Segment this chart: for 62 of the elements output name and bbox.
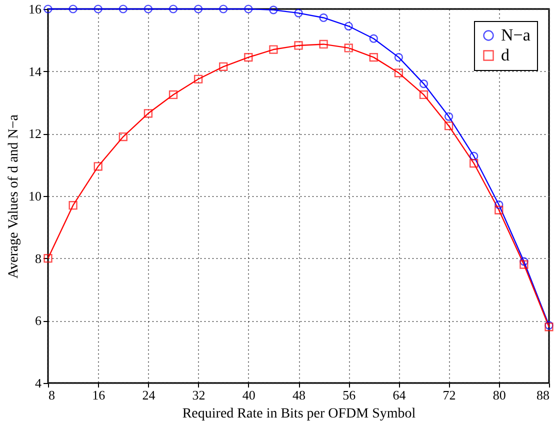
point — [444, 122, 454, 130]
point — [394, 53, 404, 62]
point — [68, 201, 78, 210]
x-tick-label: 16 — [92, 388, 106, 402]
point — [369, 34, 378, 43]
point — [219, 4, 228, 14]
x-tick-label: 8 — [48, 388, 55, 402]
point — [444, 112, 454, 121]
point — [294, 8, 303, 18]
point — [369, 53, 378, 62]
y-axis-title: Average Values of d and N−a — [6, 114, 22, 279]
point — [144, 109, 153, 118]
point — [168, 90, 178, 100]
y-tick-label: 4 — [35, 376, 42, 390]
point — [520, 257, 528, 266]
point — [520, 260, 528, 269]
x-tick-label: 72 — [442, 388, 456, 402]
point — [219, 62, 228, 71]
point — [94, 4, 102, 14]
point — [494, 206, 504, 214]
point — [344, 22, 353, 30]
y-tick-label: 6 — [35, 313, 42, 328]
x-axis-title: Required Rate in Bits per OFDM Symbol — [182, 406, 416, 422]
point — [319, 13, 328, 22]
point — [470, 158, 478, 168]
x-tick-label: 32 — [192, 388, 206, 402]
point — [44, 254, 52, 263]
point — [244, 4, 253, 14]
point — [68, 4, 78, 14]
point — [168, 4, 178, 14]
point — [269, 6, 278, 14]
x-tick-label: 48 — [292, 388, 306, 402]
y-tick-label: 16 — [28, 2, 42, 16]
point — [244, 53, 253, 62]
point — [394, 68, 404, 78]
y-tick-label: 8 — [35, 250, 42, 266]
x-tick-label: 40 — [242, 388, 256, 402]
point — [194, 4, 203, 14]
point — [319, 40, 328, 49]
x-tick-label: 80 — [492, 388, 506, 402]
y-tick-label: 12 — [28, 126, 42, 142]
point — [419, 90, 428, 100]
x-tick-label: 88 — [536, 388, 550, 402]
point — [419, 80, 428, 88]
point — [144, 4, 153, 14]
point — [118, 4, 128, 14]
legend-label: d — [501, 46, 510, 64]
point — [94, 162, 102, 171]
point — [44, 4, 52, 14]
point — [494, 200, 504, 210]
point — [470, 152, 478, 160]
point — [294, 41, 303, 50]
point — [194, 74, 203, 84]
x-tick-label: 56 — [342, 388, 356, 402]
legend-label: N−a — [501, 26, 531, 44]
point — [344, 44, 353, 52]
y-tick-label: 14 — [28, 64, 42, 79]
x-tick-label: 64 — [392, 388, 406, 402]
y-tick-label: 10 — [28, 188, 42, 204]
point — [118, 132, 128, 142]
point — [269, 45, 278, 54]
x-tick-label: 24 — [142, 388, 156, 402]
